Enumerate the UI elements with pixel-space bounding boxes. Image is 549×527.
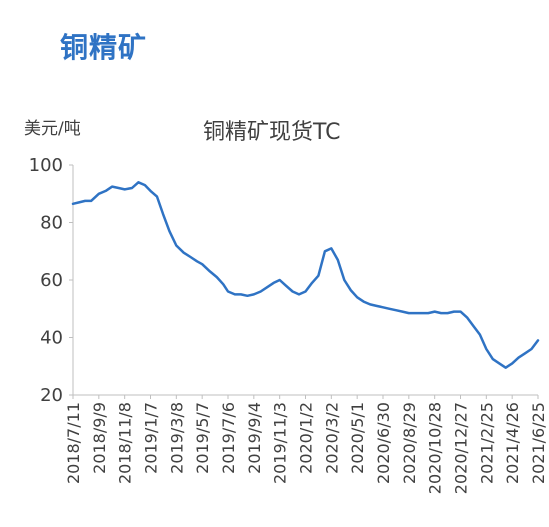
x-tick-label: 2019/7/6 xyxy=(219,402,238,474)
x-tick-label: 2021/6/25 xyxy=(529,402,548,484)
y-tick-label: 60 xyxy=(40,270,63,291)
y-tick-label: 40 xyxy=(40,328,63,349)
x-tick-label: 2018/11/8 xyxy=(116,402,135,484)
x-tick-label: 2020/3/2 xyxy=(322,402,341,474)
y-tick-label: 80 xyxy=(40,213,63,234)
x-tick-label: 2020/1/2 xyxy=(297,402,316,474)
series-line-0 xyxy=(71,181,540,369)
chart-title: 铜精矿现货TC xyxy=(203,120,341,145)
x-tick-label: 2019/5/7 xyxy=(193,402,212,474)
x-tick-label: 2018/9/9 xyxy=(90,402,109,474)
x-tick-label: 2021/2/25 xyxy=(477,402,496,484)
x-tick-label: 2021/4/26 xyxy=(503,402,522,484)
page-heading: 铜精矿 xyxy=(60,31,148,64)
x-tick-label: 2020/8/29 xyxy=(400,402,419,484)
x-tick-label: 2020/5/1 xyxy=(348,402,367,474)
x-tick-label: 2020/12/27 xyxy=(452,402,471,494)
x-tick-label: 2019/11/3 xyxy=(271,402,290,484)
x-tick-label: 2020/10/28 xyxy=(426,402,445,494)
x-tick-label: 2019/1/7 xyxy=(142,402,161,474)
x-tick-label: 2020/6/30 xyxy=(374,402,393,484)
x-tick-label: 2018/7/11 xyxy=(64,402,83,484)
y-axis-unit-label: 美元/吨 xyxy=(24,119,81,139)
y-tick-label: 20 xyxy=(40,385,63,406)
y-tick-label: 100 xyxy=(29,155,63,176)
x-tick-label: 2019/3/8 xyxy=(167,402,186,474)
x-tick-label: 2019/9/4 xyxy=(245,402,264,474)
